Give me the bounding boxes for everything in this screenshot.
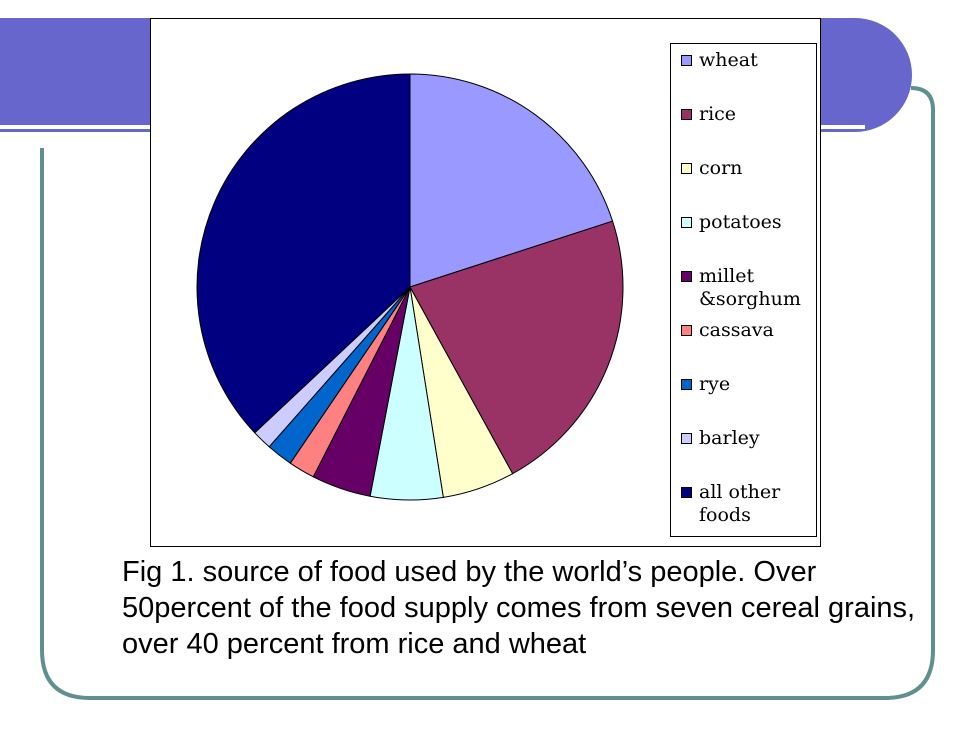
pie-slice-wheat — [409, 73, 614, 288]
legend-swatch — [681, 271, 692, 282]
legend-label: potatoes — [699, 211, 782, 233]
pie-slice-all-other-foods — [196, 73, 411, 434]
legend-item: millet &sorghum — [681, 265, 815, 311]
legend-item: cassava — [681, 319, 815, 342]
chart-legend: wheat rice corn potatoes millet &sorghum cassa… — [670, 43, 817, 537]
legend-label: cassava — [699, 319, 774, 341]
legend-label: wheat — [699, 49, 758, 71]
legend-label: rye — [699, 373, 731, 395]
legend-swatch — [681, 217, 692, 228]
legend-swatch — [681, 487, 692, 498]
legend-item: wheat — [681, 49, 815, 72]
figure-caption: Fig 1. source of food used by the world’… — [122, 556, 916, 660]
pie-slice-rice — [409, 220, 624, 475]
legend-swatch — [681, 433, 692, 444]
pie-chart — [196, 73, 624, 501]
content-frame — [40, 86, 935, 700]
legend-swatch — [681, 325, 692, 336]
legend-label: all other foods — [699, 481, 781, 526]
chart-area: wheat rice corn potatoes millet &sorghum cassa… — [150, 18, 821, 547]
legend-item: rye — [681, 373, 815, 396]
legend-item: barley — [681, 427, 815, 450]
legend-label: barley — [699, 427, 760, 449]
legend-item: all other foods — [681, 481, 815, 527]
legend-item: potatoes — [681, 211, 815, 234]
legend-swatch — [681, 109, 692, 120]
legend-label: rice — [699, 103, 737, 125]
legend-swatch — [681, 163, 692, 174]
legend-item: corn — [681, 157, 815, 180]
legend-label: millet &sorghum — [699, 265, 801, 310]
legend-item: rice — [681, 103, 815, 126]
legend-swatch — [681, 379, 692, 390]
legend-label: corn — [699, 157, 743, 179]
legend-swatch — [681, 55, 692, 66]
